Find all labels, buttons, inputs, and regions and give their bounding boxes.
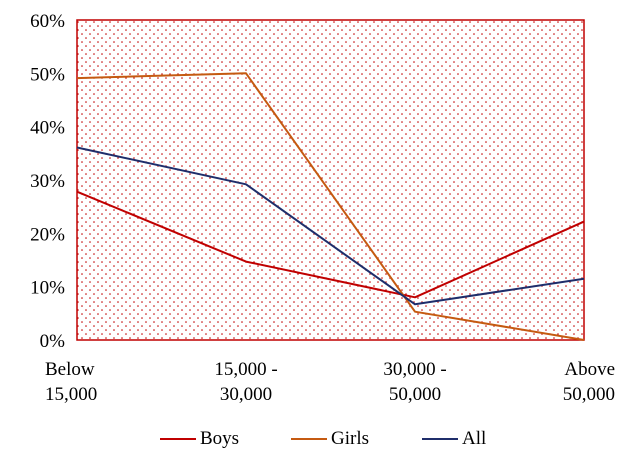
y-tick-label: 50% xyxy=(30,64,65,85)
legend-swatch-boys xyxy=(160,438,196,440)
legend: Boys Girls All xyxy=(0,424,619,454)
y-tick-label: 0% xyxy=(40,331,66,352)
y-axis-ticks: 0% 10% 20% 30% 40% 50% 60% xyxy=(30,11,65,352)
y-tick-label: 60% xyxy=(30,11,65,32)
legend-item-boys: Boys xyxy=(160,424,239,454)
legend-swatch-girls xyxy=(291,438,327,440)
legend-swatch-all xyxy=(422,438,458,440)
series-line-girls xyxy=(76,72,585,341)
legend-label-girls: Girls xyxy=(331,428,369,449)
x-tick-label-line: 50,000 xyxy=(389,384,441,405)
x-tick-label-line: 50,000 xyxy=(563,384,615,405)
y-tick-label: 30% xyxy=(30,171,65,192)
x-tick-label-line: 15,000 - xyxy=(214,359,277,380)
x-tick-label: Below 15,000 xyxy=(45,359,97,405)
line-chart: 0% 10% 20% 30% 40% 50% 60% Below 15,000 15,000 -… xyxy=(30,11,615,405)
legend-item-all: All xyxy=(422,424,486,454)
x-tick-label-line: 30,000 xyxy=(220,384,272,405)
legend-item-girls: Girls xyxy=(291,424,369,454)
series-lines xyxy=(76,72,585,341)
y-tick-label: 10% xyxy=(30,278,65,299)
legend-label-boys: Boys xyxy=(200,428,240,449)
x-tick-label-line: Above xyxy=(564,359,615,380)
series-line-all xyxy=(76,146,585,306)
x-tick-label-line: Below xyxy=(45,359,95,380)
x-tick-label: Above 50,000 xyxy=(563,359,615,405)
y-tick-label: 20% xyxy=(30,224,65,245)
x-tick-label-line: 30,000 - xyxy=(383,359,446,380)
y-tick-label: 40% xyxy=(30,118,65,139)
x-tick-label: 15,000 - 30,000 xyxy=(214,359,277,405)
series-line-boys xyxy=(76,190,585,299)
x-tick-label-line: 15,000 xyxy=(45,384,97,405)
plot-area xyxy=(76,19,585,341)
legend-label-all: All xyxy=(462,428,487,449)
x-tick-label: 30,000 - 50,000 xyxy=(383,359,446,405)
